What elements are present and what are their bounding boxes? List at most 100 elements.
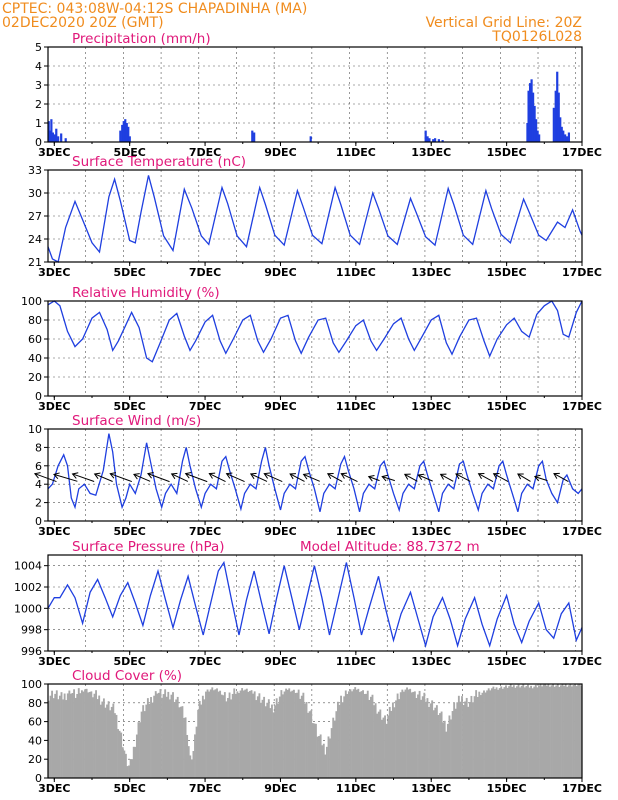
x-tick-label: 7DEC xyxy=(189,146,221,159)
cloud-bar xyxy=(269,708,272,778)
wind-vector xyxy=(368,476,380,482)
pressure-annotation: Model Altitude: 88.7372 m xyxy=(300,539,480,555)
wind-vector-head xyxy=(71,472,79,479)
y-tick-label: 80 xyxy=(28,697,42,710)
cloud-bar xyxy=(48,700,50,778)
humidity-title: Relative Humidity (%) xyxy=(72,285,220,301)
cloud-bar xyxy=(296,692,299,778)
cloud-bar xyxy=(278,696,281,778)
cloud-bar xyxy=(443,720,446,778)
y-tick-label: 1004 xyxy=(14,560,42,573)
wind-vector xyxy=(264,473,283,483)
precip-bar xyxy=(426,136,429,142)
cloud-bar xyxy=(260,702,262,778)
precip-bar xyxy=(122,121,125,142)
cloud-bar xyxy=(272,712,275,778)
cloud-bar xyxy=(358,692,361,778)
cloud-bar xyxy=(159,689,162,778)
cloud-bar xyxy=(531,688,534,778)
cloud-bar xyxy=(256,696,259,778)
cloud-bar xyxy=(426,698,429,778)
cloud-bar xyxy=(380,719,383,778)
cloud-bar xyxy=(357,688,360,778)
y-tick-label: 6 xyxy=(35,460,42,473)
cloud-bar xyxy=(95,690,97,778)
cloud-bar xyxy=(401,689,404,778)
precip-bar xyxy=(432,139,435,142)
cloud-bar xyxy=(412,691,415,778)
cloud-cover-frame xyxy=(47,683,583,779)
cloud-bar xyxy=(230,699,233,778)
cloud-bar xyxy=(225,701,228,778)
wind-vector-head xyxy=(326,472,334,479)
precip-bar xyxy=(554,90,557,142)
cloud-bar xyxy=(74,697,77,778)
x-tick-label: 9DEC xyxy=(264,782,296,795)
cloud-bar xyxy=(385,723,388,778)
cloud-bar xyxy=(346,693,349,778)
cloud-bar xyxy=(200,704,203,778)
cloud-bar xyxy=(73,689,75,778)
cloud-bar xyxy=(519,687,522,778)
wind-vector-head xyxy=(263,472,271,479)
precip-bar xyxy=(536,130,539,142)
y-tick-label: 10 xyxy=(28,423,42,436)
wind-vector-head xyxy=(208,472,216,479)
cloud-bar xyxy=(528,687,531,778)
y-tick-label: 0 xyxy=(35,136,42,149)
precip-bar xyxy=(557,92,560,142)
x-tick-label: 13DEC xyxy=(411,525,451,538)
cloud-bar xyxy=(500,686,503,778)
precip-bar xyxy=(559,117,562,142)
precip-bar xyxy=(64,138,67,142)
cloud-bar xyxy=(153,695,156,778)
precip-bar xyxy=(124,119,127,142)
cloud-bar xyxy=(161,697,163,778)
x-tick-label: 13DEC xyxy=(411,146,451,159)
cloud-bar xyxy=(66,693,69,778)
pressure-line xyxy=(47,560,583,649)
precip-bar xyxy=(253,132,256,142)
cloud-bar xyxy=(327,736,330,778)
cloud-bar xyxy=(118,730,121,778)
cloud-bar xyxy=(330,728,333,778)
precip-bar xyxy=(441,140,444,142)
cloud-bar xyxy=(145,704,148,778)
cloud-bar xyxy=(574,684,577,778)
wind-line xyxy=(47,433,583,513)
y-tick-label: 20 xyxy=(28,371,42,384)
x-tick-label: 5DEC xyxy=(113,655,145,668)
header-grid-line: Vertical Grid Line: 20Z xyxy=(426,15,582,31)
x-tick-label: 13DEC xyxy=(411,782,451,795)
cloud-bar xyxy=(355,689,358,778)
cloud-bar xyxy=(234,693,237,778)
pressure-frame xyxy=(47,554,583,652)
cloud-bar xyxy=(547,684,550,778)
x-tick-label: 7DEC xyxy=(189,782,221,795)
cloud-bar xyxy=(360,691,363,778)
cloud-bar xyxy=(60,692,63,778)
cloud-bar xyxy=(560,685,562,778)
cloud-bar xyxy=(55,690,58,778)
precip-bar xyxy=(121,124,124,142)
cloud-bar xyxy=(325,746,328,778)
cloud-bar xyxy=(439,713,441,778)
cloud-bar xyxy=(304,703,306,778)
x-tick-label: 5DEC xyxy=(113,400,145,413)
cloud-bar xyxy=(87,692,90,778)
cloud-bar xyxy=(437,714,440,778)
precip-bar xyxy=(51,132,54,142)
cloud-bar xyxy=(351,691,353,778)
cloud-bar xyxy=(106,704,108,778)
cloud-bar xyxy=(245,688,248,778)
cloud-bar xyxy=(347,691,350,778)
cloud-bar xyxy=(170,694,173,778)
y-tick-label: 21 xyxy=(28,256,42,269)
precip-bar xyxy=(528,83,532,142)
cloud-bar xyxy=(71,693,74,778)
cloud-bar xyxy=(552,684,555,778)
precip-bar xyxy=(564,134,567,142)
wind-title: Surface Wind (m/s) xyxy=(72,413,201,429)
cloud-bar xyxy=(388,706,391,778)
cloud-bar xyxy=(54,693,57,778)
